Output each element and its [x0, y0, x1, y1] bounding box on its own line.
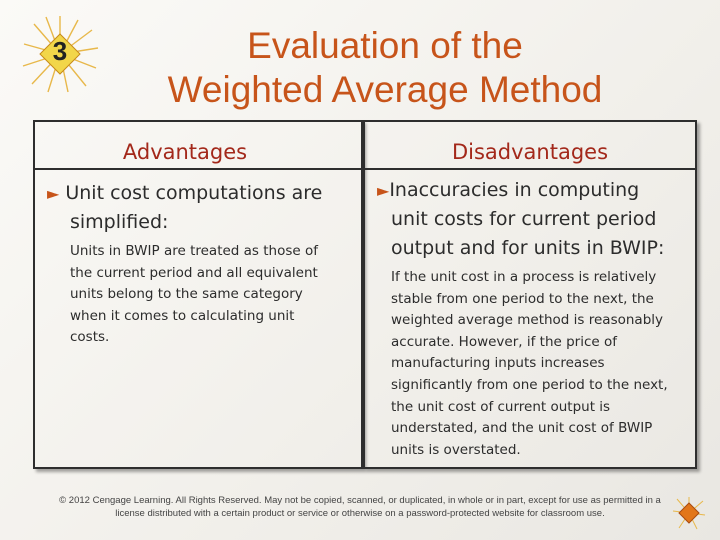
disadvantages-detail-line: significantly from one period to the nex…	[391, 376, 668, 393]
disadvantages-detail-line: understated, and the unit cost of BWIP	[391, 420, 653, 437]
slide-number: 3	[52, 36, 68, 66]
advantages-detail-line: Units in BWIP are treated as those of	[70, 243, 319, 259]
disadvantages-divider	[365, 168, 695, 170]
advantages-panel: Advantages ► Unit cost computations are …	[33, 120, 363, 469]
disadvantages-heading: Disadvantages	[451, 140, 609, 164]
advantages-detail-line: costs.	[70, 329, 110, 346]
slide-nav-button[interactable]	[672, 496, 706, 530]
advantages-detail: Units in BWIP are treated as those of th…	[70, 241, 318, 349]
disadvantages-bullet: ►Inaccuracies in computing	[377, 176, 639, 205]
starburst-badge-icon	[22, 16, 99, 93]
slide-number-badge: 3	[20, 14, 100, 94]
advantages-bullet: ► Unit cost computations are	[47, 179, 322, 208]
slide-title: Evaluation of the Weighted Average Metho…	[110, 24, 660, 112]
title-line-1: Evaluation of the	[247, 25, 523, 66]
triangle-bullet-icon: ►	[377, 181, 390, 200]
disadvantages-detail-line: If the unit cost in a process is relativ…	[391, 269, 657, 285]
title-line-2: Weighted Average Method	[167, 69, 603, 110]
disadvantages-bullet-line-1: Inaccuracies in computing	[389, 179, 640, 201]
advantages-detail-line: when it comes to calculating unit	[70, 307, 295, 324]
disadvantages-panel: Disadvantages ►Inaccuracies in computing…	[363, 120, 697, 469]
advantages-detail-line: units belong to the same category	[70, 286, 303, 303]
disadvantages-bullet-line-2: unit costs for current period	[391, 208, 657, 230]
advantages-bullet-line-1: Unit cost computations are	[65, 182, 323, 204]
copyright-footer: © 2012 Cengage Learning. All Rights Rese…	[30, 494, 690, 520]
disadvantages-detail-line: accurate. However, if the price of	[391, 333, 618, 350]
disadvantages-detail-line: weighted average method is reasonably	[391, 312, 664, 329]
footer-line-1: © 2012 Cengage Learning. All Rights Rese…	[59, 495, 661, 506]
disadvantages-bullet-line-3: output and for units in BWIP:	[391, 237, 665, 259]
diamond-nav-icon	[672, 497, 706, 530]
triangle-bullet-icon: ►	[47, 184, 60, 203]
disadvantages-detail-line: units is overstated.	[391, 441, 521, 458]
footer-line-2: license distributed with a certain produ…	[115, 508, 605, 519]
disadvantages-detail-line: stable from one period to the next, the	[391, 290, 654, 307]
disadvantages-detail-line: manufacturing inputs increases	[391, 355, 605, 372]
disadvantages-detail-line: the unit cost of current output is	[391, 398, 611, 415]
advantages-bullet-line-2: simplified:	[70, 211, 169, 233]
disadvantages-detail: If the unit cost in a process is relativ…	[391, 267, 668, 461]
advantages-heading: Advantages	[122, 140, 248, 164]
advantages-divider	[35, 168, 361, 170]
advantages-detail-line: the current period and all equivalent	[70, 264, 318, 281]
